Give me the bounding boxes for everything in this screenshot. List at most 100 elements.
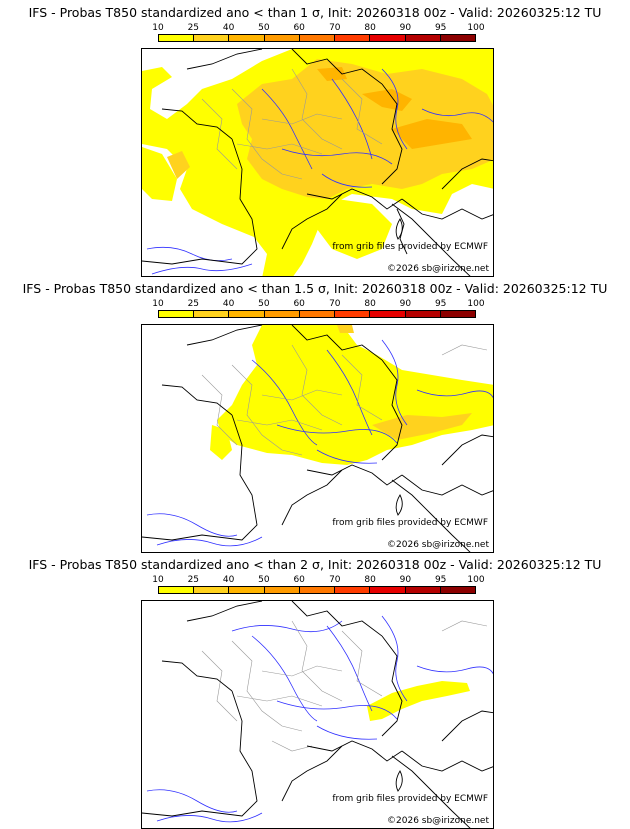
data-credit: from grib files provided by ECMWF bbox=[332, 242, 488, 252]
colorbar-tick: 10 bbox=[152, 23, 164, 33]
colorbar-tick: 90 bbox=[399, 23, 412, 33]
colorbar-tick: 95 bbox=[434, 299, 447, 309]
admin-borders bbox=[201, 344, 488, 456]
prob-area-light-orange bbox=[337, 325, 354, 333]
map-panel-1: IFS - Probas T850 standardized ano < tha… bbox=[0, 0, 630, 277]
colorbar bbox=[158, 34, 476, 42]
rivers bbox=[146, 615, 493, 823]
colorbar-segment bbox=[299, 311, 336, 317]
colorbar-tick: 25 bbox=[187, 23, 200, 33]
colorbar-tick: 70 bbox=[329, 23, 341, 33]
colorbar-segment bbox=[405, 587, 441, 593]
data-credit: from grib files provided by ECMWF bbox=[332, 794, 488, 804]
coastlines bbox=[142, 49, 493, 276]
panel-title: IFS - Probas T850 standardized ano < tha… bbox=[28, 557, 602, 572]
colorbar-segment bbox=[405, 311, 441, 317]
colorbar-segment bbox=[159, 35, 195, 41]
colorbar-tick: 40 bbox=[222, 299, 235, 309]
colorbar-tick: 60 bbox=[293, 299, 305, 309]
colorbar-segment bbox=[229, 311, 265, 317]
colorbar-tick: 100 bbox=[467, 23, 485, 33]
colorbar-tick: 60 bbox=[293, 23, 305, 33]
prob-area-light-orange bbox=[167, 151, 190, 179]
prob-area-yellow bbox=[217, 325, 493, 465]
colorbar-tick: 50 bbox=[258, 575, 270, 585]
colorbar-tick: 25 bbox=[187, 575, 200, 585]
colorbar-segment bbox=[264, 587, 300, 593]
copyright-text: ©2026 sb@irizone.net bbox=[387, 264, 489, 274]
map-canvas bbox=[142, 49, 493, 276]
coastlines bbox=[142, 325, 493, 552]
admin-borders bbox=[201, 68, 383, 180]
colorbar-segment bbox=[159, 587, 195, 593]
prob-area-yellow bbox=[142, 147, 177, 201]
map-panel-2: IFS - Probas T850 standardized ano < tha… bbox=[0, 276, 630, 553]
colorbar-tick: 50 bbox=[258, 299, 270, 309]
rivers bbox=[146, 68, 493, 275]
colorbar-segment bbox=[335, 587, 371, 593]
colorbar-segment bbox=[440, 311, 475, 317]
colorbar-segment bbox=[335, 311, 371, 317]
colorbar-segment bbox=[264, 35, 300, 41]
colorbar-tick: 70 bbox=[329, 575, 341, 585]
colorbar-segment bbox=[405, 35, 441, 41]
prob-area-yellow bbox=[367, 681, 470, 721]
prob-area-orange bbox=[392, 119, 472, 149]
prob-area-light-orange bbox=[372, 413, 472, 440]
colorbar-segment bbox=[440, 587, 475, 593]
colorbar-segment bbox=[299, 587, 336, 593]
colorbar-tick: 10 bbox=[152, 575, 164, 585]
colorbar-ticks: 10 25 40 50 60 70 80 90 95 100 bbox=[152, 23, 484, 35]
colorbar-tick: 40 bbox=[222, 23, 235, 33]
copyright-text: ©2026 sb@irizone.net bbox=[387, 816, 489, 826]
colorbar-ticks: 10 25 40 50 60 70 80 90 95 100 bbox=[152, 575, 484, 587]
probability-map: from grib files provided by ECMWF ©2026 … bbox=[141, 48, 494, 277]
map-panel-3: IFS - Probas T850 standardized ano < tha… bbox=[0, 552, 630, 829]
colorbar-tick: 80 bbox=[364, 23, 376, 33]
map-canvas bbox=[142, 325, 493, 552]
coastlines bbox=[142, 601, 493, 828]
colorbar-tick: 90 bbox=[399, 299, 412, 309]
colorbar-segment bbox=[440, 35, 475, 41]
colorbar-segment bbox=[264, 311, 300, 317]
colorbar-segment bbox=[194, 587, 230, 593]
rivers bbox=[146, 339, 493, 547]
colorbar-tick: 95 bbox=[434, 23, 447, 33]
colorbar-tick: 70 bbox=[329, 299, 341, 309]
prob-area-orange bbox=[362, 89, 412, 111]
colorbar-segment bbox=[335, 35, 371, 41]
colorbar-segment bbox=[299, 35, 336, 41]
probability-map: from grib files provided by ECMWF ©2026 … bbox=[141, 600, 494, 829]
colorbar-tick: 100 bbox=[467, 575, 485, 585]
colorbar-segment bbox=[370, 311, 406, 317]
prob-area-yellow bbox=[210, 425, 232, 460]
colorbar-segment bbox=[370, 35, 406, 41]
panel-title: IFS - Probas T850 standardized ano < tha… bbox=[28, 5, 602, 20]
colorbar-ticks: 10 25 40 50 60 70 80 90 95 100 bbox=[152, 299, 484, 311]
copyright-text: ©2026 sb@irizone.net bbox=[387, 540, 489, 550]
admin-borders bbox=[201, 620, 488, 752]
colorbar-segment bbox=[194, 311, 230, 317]
probability-map: from grib files provided by ECMWF ©2026 … bbox=[141, 324, 494, 553]
prob-area-orange bbox=[317, 67, 347, 81]
map-canvas bbox=[142, 601, 493, 828]
colorbar-tick: 80 bbox=[364, 299, 376, 309]
colorbar-tick: 80 bbox=[364, 575, 376, 585]
colorbar-segment bbox=[229, 35, 265, 41]
panel-title: IFS - Probas T850 standardized ano < tha… bbox=[22, 281, 608, 296]
data-credit: from grib files provided by ECMWF bbox=[332, 518, 488, 528]
colorbar-segment bbox=[229, 587, 265, 593]
colorbar-segment bbox=[194, 35, 230, 41]
colorbar-tick: 60 bbox=[293, 575, 305, 585]
colorbar-tick: 95 bbox=[434, 575, 447, 585]
colorbar-segment bbox=[370, 587, 406, 593]
prob-area-light-orange bbox=[237, 59, 493, 199]
colorbar-tick: 40 bbox=[222, 575, 235, 585]
colorbar-tick: 90 bbox=[399, 575, 412, 585]
colorbar-tick: 100 bbox=[467, 299, 485, 309]
colorbar-tick: 50 bbox=[258, 23, 270, 33]
colorbar-tick: 25 bbox=[187, 299, 200, 309]
colorbar bbox=[158, 310, 476, 318]
colorbar-segment bbox=[159, 311, 195, 317]
colorbar bbox=[158, 586, 476, 594]
